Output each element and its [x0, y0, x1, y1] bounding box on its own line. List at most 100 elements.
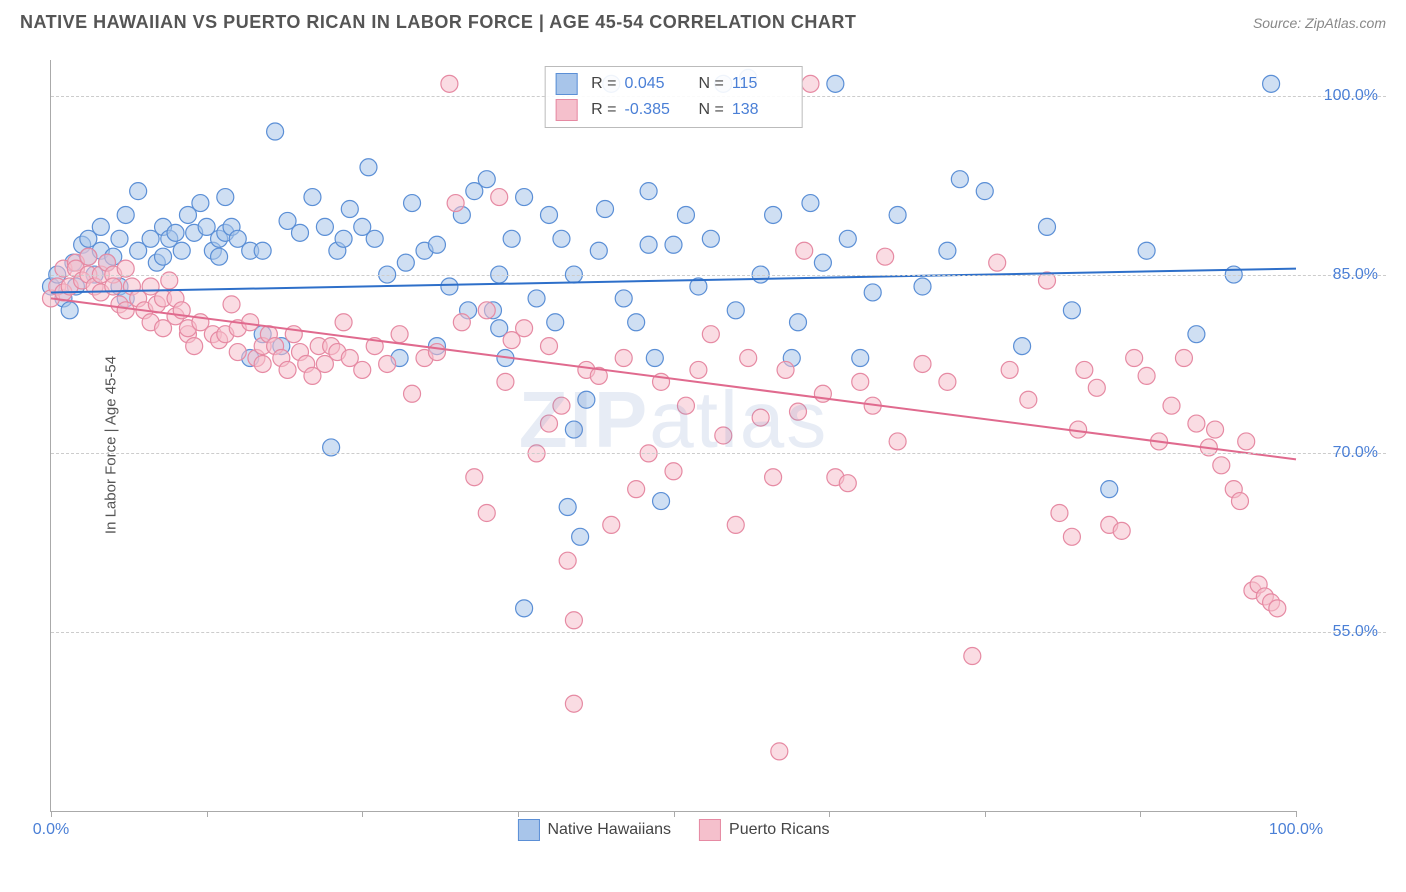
scatter-point [852, 350, 869, 367]
scatter-point [117, 206, 134, 223]
scatter-point [1138, 242, 1155, 259]
scatter-point [428, 344, 445, 361]
scatter-point [1101, 481, 1118, 498]
scatter-point [1063, 528, 1080, 545]
scatter-point [491, 189, 508, 206]
scatter-point [1238, 433, 1255, 450]
scatter-point [1163, 397, 1180, 414]
chart-container: In Labor Force | Age 45-54 ZIPatlas R = … [50, 48, 1386, 842]
scatter-point [186, 338, 203, 355]
scatter-point [391, 326, 408, 343]
x-tick-mark [207, 811, 208, 817]
legend-label: Puerto Ricans [729, 821, 830, 839]
scatter-point [578, 391, 595, 408]
source-attribution: Source: ZipAtlas.com [1253, 15, 1386, 31]
stats-legend-row: R = 0.045 N = 115 [555, 71, 792, 97]
scatter-point [516, 320, 533, 337]
scatter-point [1063, 302, 1080, 319]
stats-legend-row: R = -0.385 N = 138 [555, 97, 792, 123]
scatter-point [565, 695, 582, 712]
scatter-point [397, 254, 414, 271]
scatter-point [646, 350, 663, 367]
scatter-point [217, 189, 234, 206]
n-label: N = [699, 101, 724, 119]
scatter-point [597, 201, 614, 218]
legend-item: Native Hawaiians [517, 819, 671, 841]
trend-line [51, 269, 1296, 293]
scatter-point [590, 242, 607, 259]
scatter-point [1113, 522, 1130, 539]
x-tick-mark [985, 811, 986, 817]
scatter-point [1213, 457, 1230, 474]
scatter-point [341, 201, 358, 218]
legend-swatch [555, 99, 577, 121]
scatter-point [155, 248, 172, 265]
scatter-point [1263, 75, 1280, 92]
scatter-point [516, 189, 533, 206]
scatter-point [640, 183, 657, 200]
scatter-point [615, 350, 632, 367]
gridline-horizontal [51, 275, 1386, 276]
scatter-point [715, 427, 732, 444]
scatter-point [478, 171, 495, 188]
scatter-point [765, 206, 782, 223]
trend-line [51, 298, 1296, 459]
scatter-point [790, 314, 807, 331]
scatter-point [628, 481, 645, 498]
scatter-point [105, 278, 122, 295]
scatter-point [864, 284, 881, 301]
scatter-point [727, 516, 744, 533]
scatter-point [304, 189, 321, 206]
scatter-point [478, 504, 495, 521]
scatter-point [777, 361, 794, 378]
scatter-point [653, 493, 670, 510]
scatter-point [541, 338, 558, 355]
scatter-point [939, 242, 956, 259]
y-tick-label: 100.0% [1324, 87, 1378, 105]
scatter-point [379, 355, 396, 372]
scatter-point [428, 236, 445, 253]
scatter-point [628, 314, 645, 331]
scatter-point [1126, 350, 1143, 367]
scatter-point [1076, 361, 1093, 378]
scatter-point [516, 600, 533, 617]
scatter-point [665, 463, 682, 480]
scatter-point [453, 314, 470, 331]
legend-label: Native Hawaiians [547, 821, 671, 839]
scatter-point [740, 350, 757, 367]
scatter-point [1188, 415, 1205, 432]
n-value: 115 [732, 75, 792, 93]
x-tick-mark [362, 811, 363, 817]
scatter-point [1231, 493, 1248, 510]
scatter-point [541, 415, 558, 432]
scatter-point [889, 433, 906, 450]
scatter-point [615, 290, 632, 307]
scatter-point [1175, 350, 1192, 367]
scatter-point [802, 75, 819, 92]
scatter-point [404, 385, 421, 402]
n-value: 138 [732, 101, 792, 119]
scatter-point [877, 248, 894, 265]
scatter-point [559, 552, 576, 569]
scatter-point [964, 648, 981, 665]
scatter-point [366, 230, 383, 247]
scatter-point [690, 361, 707, 378]
r-value: -0.385 [625, 101, 685, 119]
series-legend: Native Hawaiians Puerto Ricans [517, 819, 829, 841]
x-tick-mark [674, 811, 675, 817]
scatter-point [503, 230, 520, 247]
scatter-point [335, 230, 352, 247]
scatter-point [765, 469, 782, 486]
scatter-point [796, 242, 813, 259]
scatter-point [441, 278, 458, 295]
scatter-point [254, 242, 271, 259]
y-tick-label: 85.0% [1333, 266, 1378, 284]
scatter-point [192, 195, 209, 212]
x-tick-mark [829, 811, 830, 817]
scatter-point [559, 499, 576, 516]
scatter-point [223, 296, 240, 313]
legend-swatch [555, 73, 577, 95]
scatter-point [727, 302, 744, 319]
scatter-point [553, 230, 570, 247]
gridline-horizontal [51, 453, 1386, 454]
